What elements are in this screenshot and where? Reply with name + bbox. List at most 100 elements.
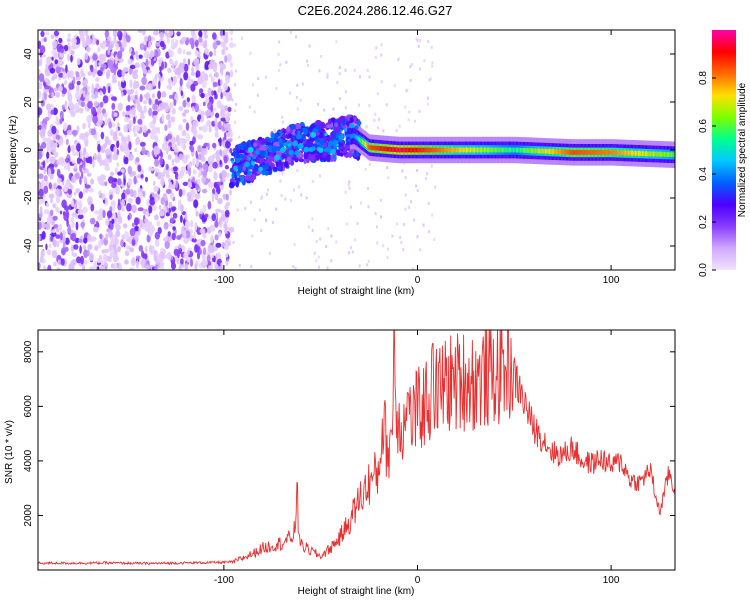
heatmap-cell — [168, 50, 174, 58]
heatmap-cell — [163, 237, 169, 242]
heatmap-cell — [81, 39, 86, 48]
heatmap-cell — [170, 38, 175, 48]
heatmap-band — [529, 148, 532, 153]
heatmap-cell — [326, 75, 329, 79]
heatmap-cell — [63, 80, 68, 86]
heatmap-cell — [83, 132, 90, 137]
heatmap-cell — [71, 252, 78, 257]
heatmap-cell — [195, 150, 198, 159]
heatmap-cell — [154, 231, 161, 240]
heatmap-cell — [229, 69, 234, 78]
heatmap-cell — [129, 79, 133, 89]
heatmap-band — [651, 151, 654, 157]
heatmap-cell — [278, 160, 283, 166]
heatmap-band — [383, 146, 385, 152]
heatmap-cell — [413, 218, 415, 222]
heatmap-cell — [118, 262, 121, 270]
heatmap-cell — [49, 67, 56, 74]
heatmap-cell — [50, 34, 55, 39]
heatmap-cell — [225, 113, 230, 123]
heatmap-cell — [167, 154, 172, 160]
heatmap-cell — [252, 155, 257, 160]
heatmap-cell — [75, 150, 79, 156]
colorbar-tick-label: 0.0 — [698, 263, 709, 277]
heatmap-cell — [199, 88, 204, 93]
heatmap-cell — [207, 165, 213, 173]
heatmap-cell — [177, 141, 181, 147]
heatmap-cell — [125, 34, 131, 43]
heatmap-band — [533, 148, 535, 154]
heatmap-cell — [144, 218, 149, 223]
heatmap-cell — [378, 117, 381, 121]
heatmap-cell — [80, 171, 84, 179]
heatmap-cell — [265, 218, 268, 222]
heatmap-cell — [398, 124, 401, 128]
heatmap-cell — [110, 171, 114, 176]
heatmap-cell — [431, 61, 434, 65]
heatmap-cell — [167, 145, 171, 152]
heatmap-cell — [367, 205, 370, 209]
heatmap-cell — [226, 47, 229, 51]
heatmap-band — [460, 147, 462, 153]
heatmap-cell — [39, 206, 43, 215]
heatmap-cell — [147, 35, 152, 43]
heatmap-cell — [319, 139, 325, 145]
heatmap-cell — [121, 134, 125, 143]
heatmap-cell — [180, 204, 184, 213]
heatmap-band — [658, 151, 661, 157]
heatmap-band — [650, 151, 652, 157]
heatmap-band — [623, 150, 626, 156]
heatmap-band — [568, 149, 570, 155]
heatmap-cell — [207, 181, 214, 189]
heatmap-cell — [220, 108, 224, 114]
heatmap-cell — [157, 126, 161, 135]
heatmap-cell — [40, 99, 45, 107]
heatmap-cell — [191, 237, 197, 243]
heatmap-cell — [67, 33, 72, 38]
heatmap-cell — [42, 250, 45, 257]
heatmap-band — [537, 148, 540, 154]
heatmap-cell — [157, 90, 162, 100]
heatmap-cell — [233, 166, 238, 171]
heatmap-band — [561, 149, 563, 155]
heatmap-cell — [45, 243, 48, 251]
heatmap-cell — [255, 150, 260, 155]
heatmap-band — [412, 147, 414, 153]
heatmap-cell — [344, 145, 350, 150]
heatmap-band — [511, 147, 513, 153]
heatmap-band — [363, 141, 366, 146]
heatmap-band — [449, 147, 451, 153]
heatmap-band — [384, 146, 386, 152]
heatmap-cell — [380, 53, 383, 57]
heatmap-band — [632, 150, 634, 156]
heatmap-cell — [295, 35, 298, 39]
heatmap-cell — [55, 188, 60, 197]
heatmap-band — [371, 145, 374, 151]
heatmap-cell — [168, 30, 174, 37]
heatmap-band — [493, 147, 496, 153]
heatmap-band — [579, 150, 582, 155]
heatmap-cell — [67, 93, 73, 102]
heatmap-cell — [228, 226, 235, 233]
heatmap-cell — [61, 235, 66, 243]
heatmap-cell — [83, 188, 86, 195]
heatmap-cell — [201, 80, 207, 89]
heatmap-band — [548, 149, 550, 154]
heatmap-cell — [60, 258, 65, 266]
heatmap-cell — [348, 123, 354, 129]
heatmap-cell — [53, 73, 58, 80]
heatmap-cell — [61, 229, 66, 237]
heatmap-band — [406, 147, 408, 153]
heatmap-cell — [411, 267, 414, 270]
heatmap-cell — [55, 234, 61, 239]
heatmap-cell — [38, 173, 44, 180]
heatmap-cell — [115, 42, 119, 50]
heatmap-cell — [133, 80, 137, 88]
heatmap-cell — [47, 110, 52, 116]
heatmap-cell — [123, 231, 130, 240]
heatmap-cell — [127, 94, 131, 102]
heatmap-cell — [214, 192, 219, 201]
heatmap-cell — [103, 162, 110, 167]
heatmap-cell — [86, 37, 93, 45]
heatmap-band — [498, 147, 500, 153]
